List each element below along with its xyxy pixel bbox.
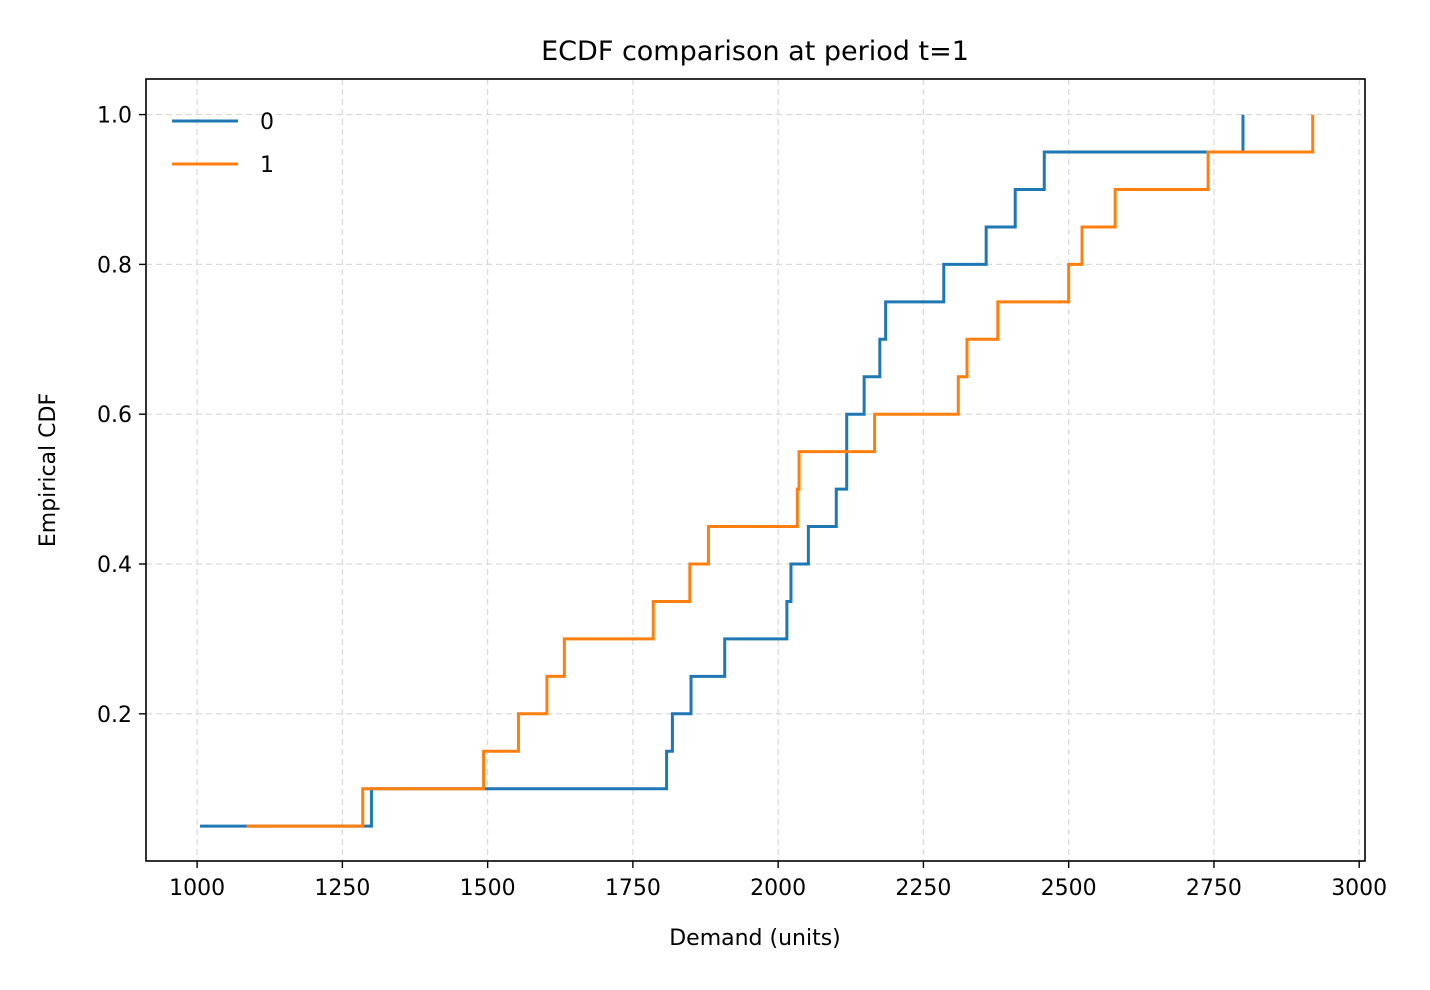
x-tick-label: 2250: [895, 876, 951, 901]
legend-label-series-0: 0: [260, 110, 274, 135]
x-tick-label: 2000: [750, 876, 806, 901]
y-tick-label: 0.4: [97, 553, 132, 578]
x-tick-label: 2750: [1186, 876, 1242, 901]
x-axis-label: Demand (units): [669, 926, 841, 951]
y-tick-label: 0.8: [97, 253, 132, 278]
y-tick-label: 1.0: [97, 104, 132, 129]
x-tick-label: 1250: [314, 876, 370, 901]
x-tick-label: 1750: [605, 876, 661, 901]
y-axis-label: Empirical CDF: [36, 393, 61, 547]
x-tick-label: 2500: [1041, 876, 1097, 901]
x-tick-label: 3000: [1331, 876, 1387, 901]
y-tick-label: 0.2: [97, 703, 132, 728]
x-tick-label: 1500: [460, 876, 516, 901]
ticks: 1000 1250 1500 1750 2000 2250 2500 2750 3000 0.2 0…: [97, 104, 1387, 901]
legend-label-series-1: 1: [260, 153, 274, 178]
legend: 01: [172, 110, 274, 178]
series-1-step-line: [246, 114, 1315, 828]
chart-title: ECDF comparison at period t=1: [541, 36, 969, 67]
grid: [146, 79, 1365, 861]
series-0-step-line: [200, 114, 1245, 828]
plot-area-frame: [145, 78, 1366, 862]
y-tick-label: 0.6: [97, 403, 132, 428]
series-layer: [200, 114, 1315, 828]
x-tick-label: 1000: [169, 876, 225, 901]
